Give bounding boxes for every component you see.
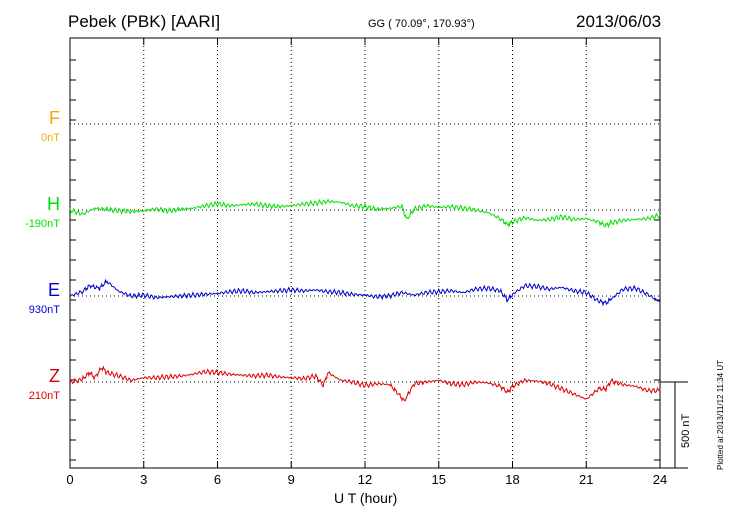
plot-frame <box>69 37 661 469</box>
x-tick-label: 12 <box>358 472 372 487</box>
component-baseline-z: 210nT <box>28 390 60 402</box>
x-tick-label: 24 <box>653 472 667 487</box>
component-label-e: E <box>47 280 60 300</box>
component-label-f: F <box>49 108 60 128</box>
x-tick-label: 6 <box>214 472 221 487</box>
component-baseline-f: 0nT <box>41 132 60 144</box>
component-label-z: Z <box>49 366 60 386</box>
x-tick-label: 21 <box>579 472 593 487</box>
plotted-timestamp: Plotted at 2013/11/12 11:34 UT <box>716 359 725 470</box>
x-tick-label: 9 <box>288 472 295 487</box>
x-tick-label: 3 <box>140 472 147 487</box>
plot-date: 2013/06/03 <box>576 12 662 31</box>
geographic-coordinates: GG ( 70.09°, 170.93°) <box>368 18 475 30</box>
series-line-h <box>69 198 661 229</box>
scale-bar-label: 500 nT <box>680 413 692 448</box>
x-axis-label: U T (hour) <box>334 490 398 506</box>
x-tick-label: 0 <box>66 472 73 487</box>
component-label-h: H <box>47 194 60 214</box>
station-title: Pebek (PBK) [AARI] <box>68 12 221 31</box>
series-line-e <box>69 278 661 307</box>
component-baseline-e: 930nT <box>28 304 60 316</box>
series-line-z <box>69 365 660 402</box>
x-tick-label: 18 <box>505 472 519 487</box>
component-baseline-h: -190nT <box>25 218 60 230</box>
x-tick-label: 15 <box>432 472 446 487</box>
